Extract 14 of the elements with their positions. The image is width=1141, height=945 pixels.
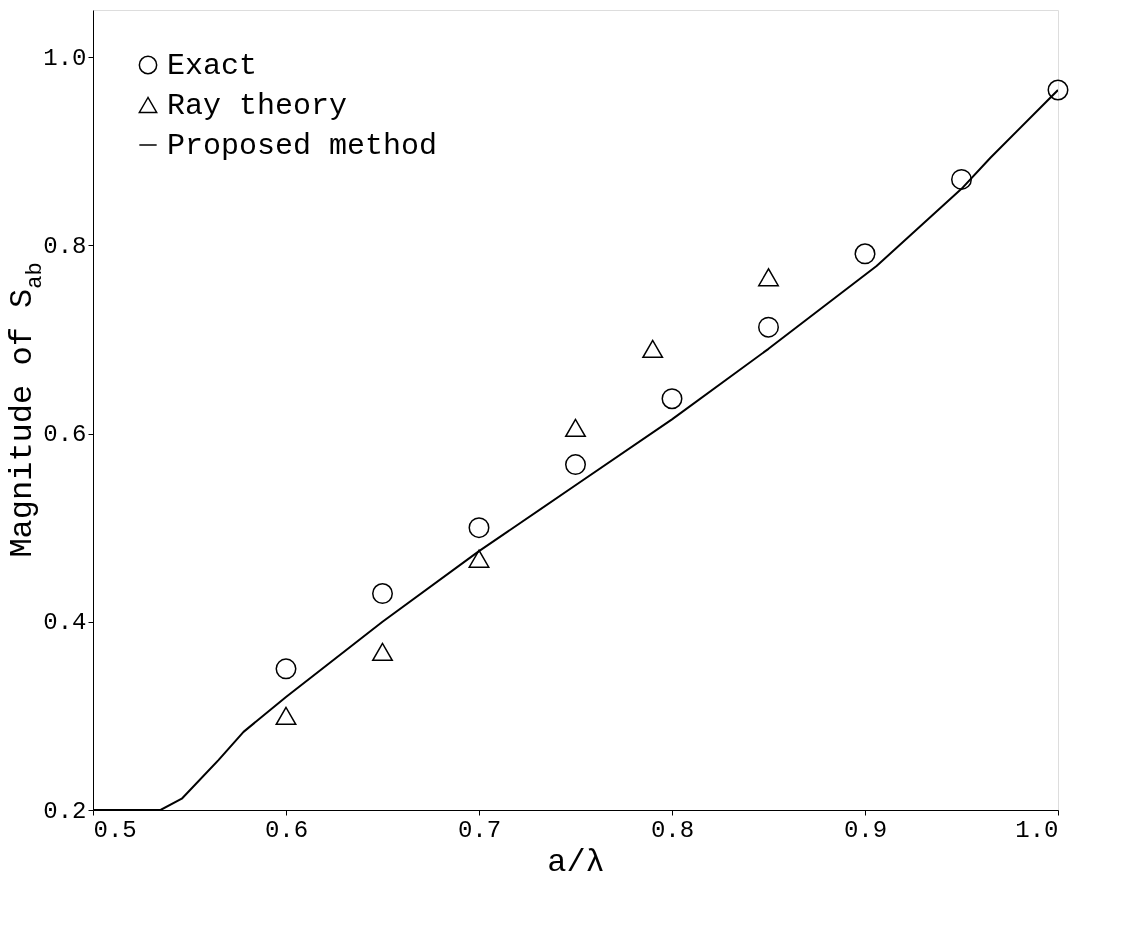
- x-tick-label: 1.0: [1015, 816, 1059, 844]
- legend-label: Exact: [167, 49, 258, 83]
- y-tick-label: 0.4: [43, 609, 87, 637]
- y-tick-label: 0.2: [43, 797, 87, 825]
- x-axis-title: a/λ: [547, 843, 605, 881]
- x-tick-label: 0.7: [457, 816, 502, 844]
- x-tick-label: 0.5: [93, 816, 137, 844]
- x-tick-label: 0.6: [264, 816, 309, 844]
- x-tick-label: 0.9: [843, 816, 888, 844]
- legend-label: Ray theory: [167, 89, 348, 123]
- legend-label: Proposed method: [167, 129, 438, 163]
- y-tick-label: 1.0: [43, 44, 87, 72]
- x-tick-label: 0.8: [650, 816, 695, 844]
- y-tick-label: 0.8: [43, 232, 87, 260]
